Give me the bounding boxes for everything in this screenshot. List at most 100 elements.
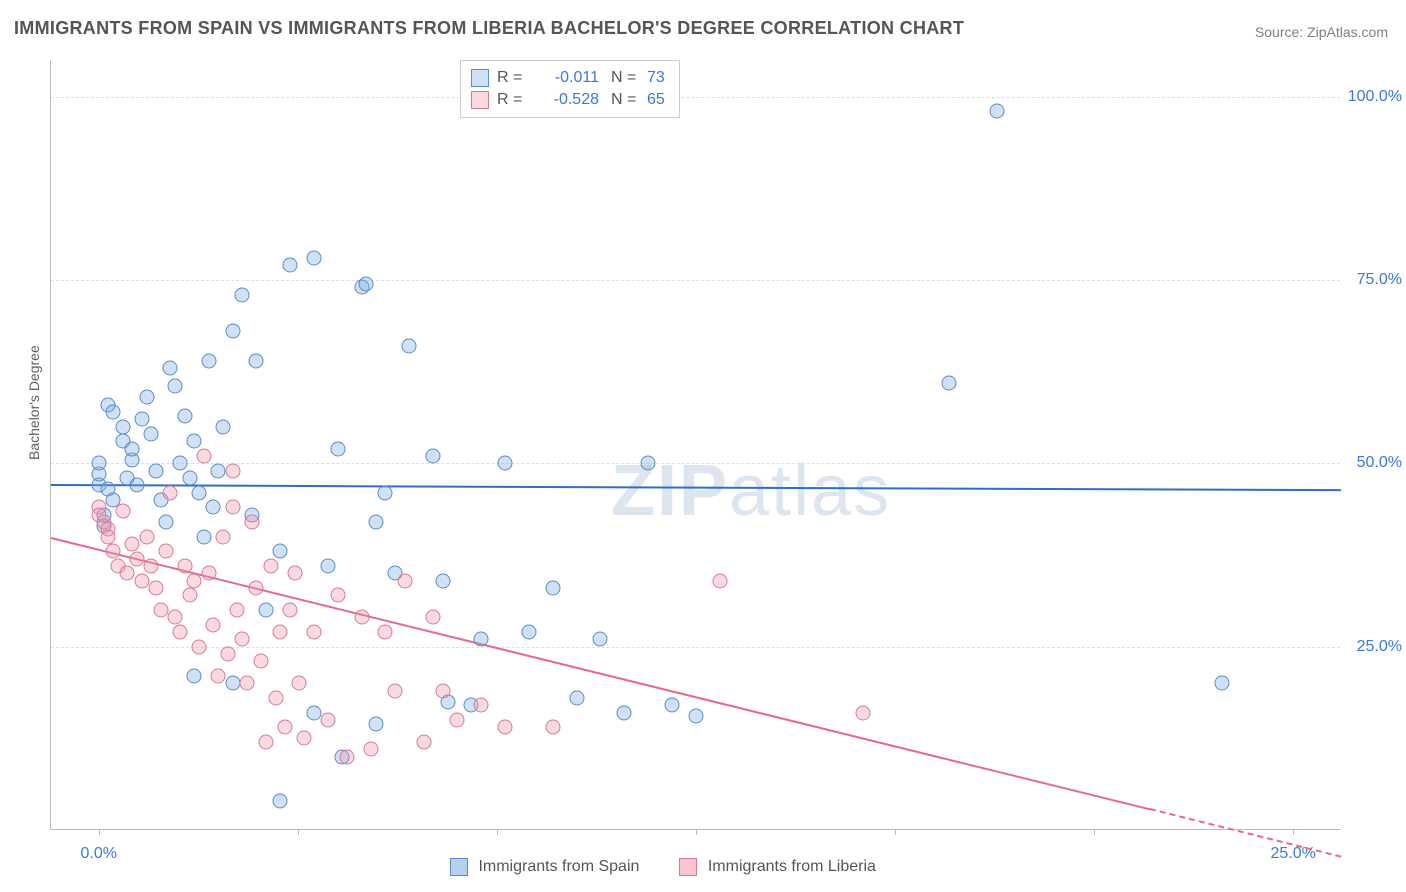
data-point xyxy=(149,581,164,596)
data-point xyxy=(144,427,159,442)
data-point xyxy=(450,713,465,728)
data-point xyxy=(244,515,259,530)
data-point xyxy=(106,544,121,559)
data-point xyxy=(144,559,159,574)
swatch-icon xyxy=(450,858,468,876)
data-point xyxy=(225,500,240,515)
data-point xyxy=(225,324,240,339)
data-point xyxy=(177,559,192,574)
n-label: N = xyxy=(611,69,639,87)
data-point xyxy=(201,566,216,581)
data-point xyxy=(192,485,207,500)
data-point xyxy=(220,647,235,662)
data-point xyxy=(321,713,336,728)
data-point xyxy=(225,676,240,691)
data-point xyxy=(115,419,130,434)
data-point xyxy=(168,379,183,394)
data-point xyxy=(115,504,130,519)
x-tick xyxy=(298,829,299,835)
data-point xyxy=(497,720,512,735)
data-point xyxy=(206,617,221,632)
data-point xyxy=(340,749,355,764)
x-tick xyxy=(1094,829,1095,835)
data-point xyxy=(187,434,202,449)
data-point xyxy=(134,412,149,427)
legend-label: Immigrants from Liberia xyxy=(708,858,876,875)
data-point xyxy=(216,419,231,434)
y-tick-label: 100.0% xyxy=(1348,88,1402,106)
data-point xyxy=(359,276,374,291)
data-point xyxy=(173,625,188,640)
legend-stats: R = -0.011 N = 73 R = -0.528 N = 65 xyxy=(460,60,680,118)
data-point xyxy=(158,544,173,559)
data-point xyxy=(497,456,512,471)
legend-label: Immigrants from Spain xyxy=(478,858,639,875)
correlation-chart: IMMIGRANTS FROM SPAIN VS IMMIGRANTS FROM… xyxy=(0,0,1406,892)
data-point xyxy=(378,485,393,500)
regression-line xyxy=(1150,808,1342,858)
data-point xyxy=(168,610,183,625)
data-point xyxy=(1214,676,1229,691)
r-label: R = xyxy=(497,69,527,87)
data-point xyxy=(306,251,321,266)
data-point xyxy=(330,441,345,456)
data-point xyxy=(130,551,145,566)
y-tick-label: 50.0% xyxy=(1357,454,1402,472)
plot-area: ZIPatlas 25.0%50.0%75.0%100.0%0.0%25.0% xyxy=(50,60,1340,830)
data-point xyxy=(163,361,178,376)
data-point xyxy=(249,353,264,368)
data-point xyxy=(397,573,412,588)
data-point xyxy=(125,441,140,456)
data-point xyxy=(617,705,632,720)
data-point xyxy=(545,720,560,735)
r-label: R = xyxy=(497,91,527,109)
legend-item: Immigrants from Liberia xyxy=(679,858,876,876)
y-tick-label: 25.0% xyxy=(1357,638,1402,656)
n-value: 65 xyxy=(647,91,665,109)
data-point xyxy=(206,500,221,515)
data-point xyxy=(182,471,197,486)
data-point xyxy=(196,529,211,544)
data-point xyxy=(278,720,293,735)
r-value: -0.528 xyxy=(535,91,599,109)
data-point xyxy=(942,375,957,390)
data-point xyxy=(990,104,1005,119)
data-point xyxy=(689,709,704,724)
data-point xyxy=(149,463,164,478)
data-point xyxy=(287,566,302,581)
legend-item: Immigrants from Spain xyxy=(450,858,639,876)
legend-series: Immigrants from Spain Immigrants from Li… xyxy=(450,858,876,876)
data-point xyxy=(388,683,403,698)
data-point xyxy=(106,405,121,420)
data-point xyxy=(216,529,231,544)
data-point xyxy=(134,573,149,588)
data-point xyxy=(177,408,192,423)
data-point xyxy=(435,683,450,698)
data-point xyxy=(125,537,140,552)
data-point xyxy=(230,603,245,618)
r-value: -0.011 xyxy=(535,69,599,87)
data-point xyxy=(364,742,379,757)
data-point xyxy=(665,698,680,713)
data-point xyxy=(330,588,345,603)
data-point xyxy=(259,735,274,750)
data-point xyxy=(856,705,871,720)
data-point xyxy=(139,390,154,405)
data-point xyxy=(282,258,297,273)
data-point xyxy=(158,515,173,530)
data-point xyxy=(273,793,288,808)
data-point xyxy=(187,573,202,588)
data-point xyxy=(593,632,608,647)
data-point xyxy=(712,573,727,588)
swatch-icon xyxy=(471,69,489,87)
data-point xyxy=(474,698,489,713)
data-point xyxy=(569,691,584,706)
data-point xyxy=(249,581,264,596)
data-point xyxy=(91,456,106,471)
data-point xyxy=(173,456,188,471)
x-tick xyxy=(497,829,498,835)
data-point xyxy=(130,478,145,493)
gridline xyxy=(51,280,1340,281)
data-point xyxy=(402,339,417,354)
data-point xyxy=(201,353,216,368)
